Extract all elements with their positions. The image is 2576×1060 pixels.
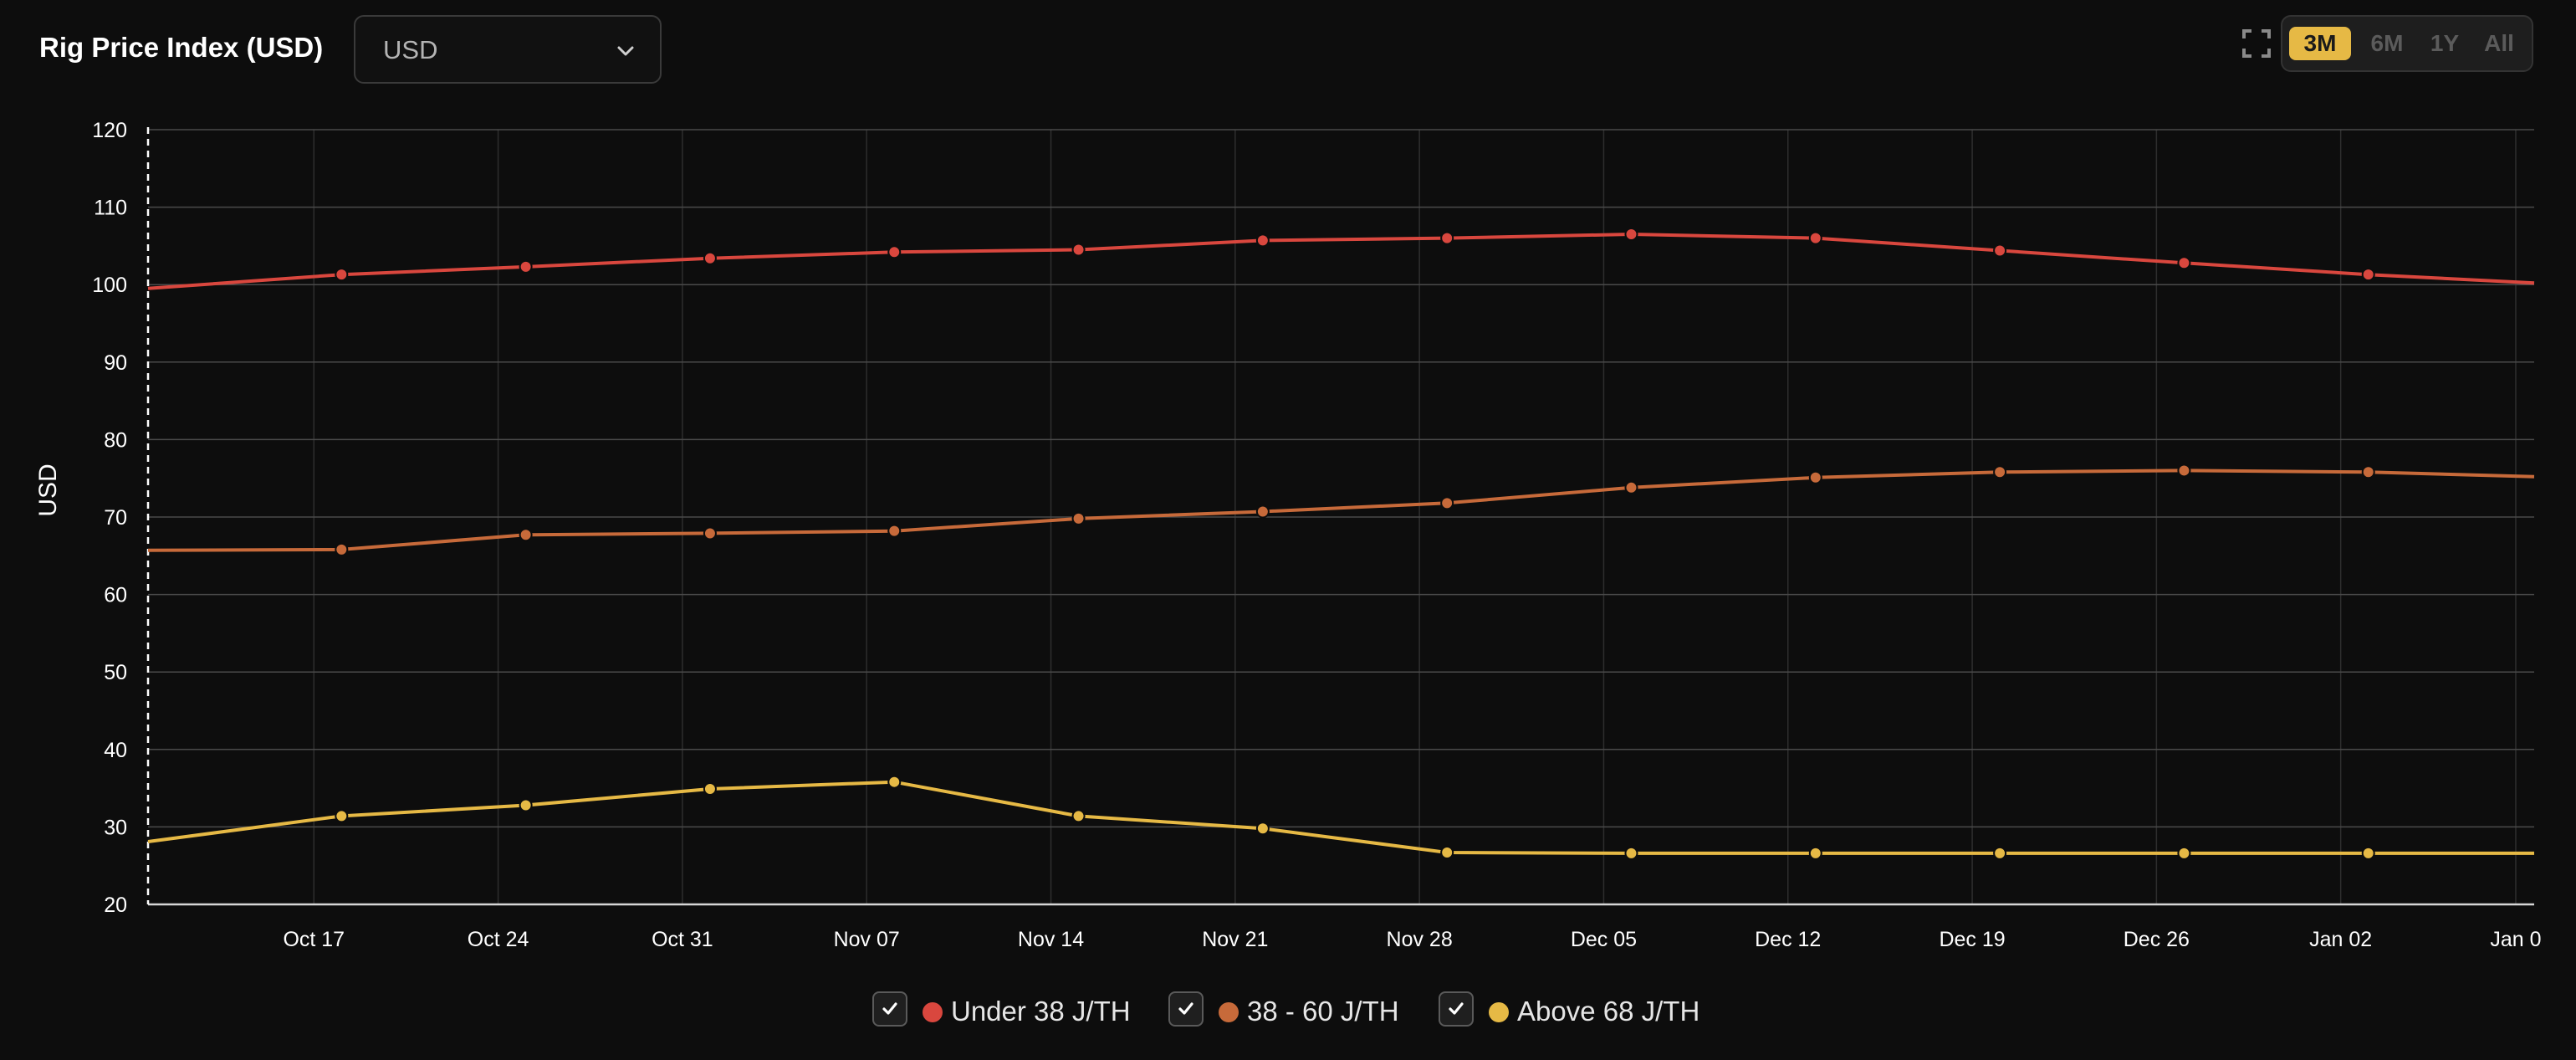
legend-checkbox-38-60[interactable] xyxy=(1168,991,1204,1027)
line-chart: 20 30 40 50 60 70 80 90 100 110 120 Oct 17 Oct 24 Oc… xyxy=(34,119,2542,951)
y-tick-label: 20 xyxy=(104,894,127,917)
data-point-38-60-j-th[interactable] xyxy=(703,526,717,540)
data-point-under-38-j-th[interactable] xyxy=(1808,231,1822,245)
y-tick-label: 100 xyxy=(92,274,127,297)
x-tick-label: Oct 24 xyxy=(468,928,529,951)
legend-item-38-60[interactable]: 38 - 60 J/TH xyxy=(1168,991,1419,1032)
data-point-above-68-j-th[interactable] xyxy=(519,798,533,812)
data-point-under-38-j-th[interactable] xyxy=(1440,231,1454,245)
y-tick-label: 60 xyxy=(104,584,127,607)
data-point-under-38-j-th[interactable] xyxy=(1624,228,1638,242)
data-point-under-38-j-th[interactable] xyxy=(887,245,902,259)
data-point-under-38-j-th[interactable] xyxy=(1071,243,1086,257)
legend-swatch xyxy=(1219,1002,1239,1022)
y-tick-label: 80 xyxy=(104,428,127,452)
legend-swatch xyxy=(1489,1002,1509,1022)
data-point-38-60-j-th[interactable] xyxy=(1440,496,1454,510)
series-line-under-38-j-th xyxy=(147,233,2535,290)
x-tick-label: Nov 21 xyxy=(1202,928,1268,951)
data-point-38-60-j-th[interactable] xyxy=(1255,504,1270,519)
legend-checkbox-under-38[interactable] xyxy=(872,991,907,1027)
data-point-38-60-j-th[interactable] xyxy=(1624,480,1638,494)
range-all-button[interactable]: All xyxy=(2484,30,2514,56)
y-tick-label: 120 xyxy=(92,119,127,142)
y-tick-label: 90 xyxy=(104,351,127,375)
data-point-38-60-j-th[interactable] xyxy=(2177,463,2191,478)
data-point-under-38-j-th[interactable] xyxy=(2361,268,2375,282)
check-icon xyxy=(882,1002,897,1015)
data-point-38-60-j-th[interactable] xyxy=(519,528,533,542)
data-point-above-68-j-th[interactable] xyxy=(1624,846,1638,860)
time-range-toggle: 3M 6M 1Y All xyxy=(2281,15,2533,72)
y-tick-label: 110 xyxy=(94,197,127,220)
x-tick-label: Jan 02 xyxy=(2309,928,2372,951)
data-point-above-68-j-th[interactable] xyxy=(703,782,717,796)
data-point-38-60-j-th[interactable] xyxy=(1071,511,1086,525)
data-point-above-68-j-th[interactable] xyxy=(1993,846,2007,860)
chevron-down-icon xyxy=(617,46,634,56)
legend-item-above-68[interactable]: Above 68 J/TH xyxy=(1439,991,1715,1032)
check-icon xyxy=(1178,1002,1193,1015)
y-tick-label: 50 xyxy=(104,661,127,684)
data-point-38-60-j-th[interactable] xyxy=(887,524,902,538)
data-point-above-68-j-th[interactable] xyxy=(2361,846,2375,860)
data-point-38-60-j-th[interactable] xyxy=(1808,470,1822,484)
x-tick-label: Nov 28 xyxy=(1387,928,1453,951)
legend-label: Under 38 J/TH xyxy=(951,996,1131,1027)
data-point-under-38-j-th[interactable] xyxy=(2177,256,2191,270)
x-tick-label: Dec 26 xyxy=(2124,928,2190,951)
legend-label: 38 - 60 J/TH xyxy=(1247,996,1399,1027)
legend-checkbox-above-68[interactable] xyxy=(1439,991,1474,1027)
y-axis-label: USD xyxy=(34,463,62,516)
data-point-38-60-j-th[interactable] xyxy=(2361,465,2375,479)
range-1y-button[interactable]: 1Y xyxy=(2430,30,2460,56)
data-point-under-38-j-th[interactable] xyxy=(335,268,349,282)
series-line-38-60-j-th xyxy=(147,469,2535,552)
expand-icon[interactable] xyxy=(2241,28,2272,59)
range-3m-button[interactable]: 3M xyxy=(2289,27,2351,60)
currency-select-value: USD xyxy=(383,35,438,64)
data-point-38-60-j-th[interactable] xyxy=(1993,465,2007,479)
data-point-38-60-j-th[interactable] xyxy=(335,542,349,556)
x-tick-label: Dec 19 xyxy=(1939,928,2005,951)
y-tick-label: 40 xyxy=(104,739,127,762)
x-tick-label: Dec 12 xyxy=(1755,928,1821,951)
data-point-above-68-j-th[interactable] xyxy=(1440,845,1454,859)
page-title: Rig Price Index (USD) xyxy=(39,32,324,63)
data-point-above-68-j-th[interactable] xyxy=(1255,822,1270,836)
x-tick-label: Nov 14 xyxy=(1018,928,1084,951)
data-point-under-38-j-th[interactable] xyxy=(519,259,533,274)
x-tick-label: Jan 0 xyxy=(2490,928,2541,951)
series-line-above-68-j-th xyxy=(147,780,2534,855)
range-6m-button[interactable]: 6M xyxy=(2370,30,2404,56)
x-tick-label: Oct 17 xyxy=(283,928,345,951)
currency-select[interactable]: USD xyxy=(354,15,662,84)
legend-label: Above 68 J/TH xyxy=(1517,996,1700,1027)
legend-item-under-38[interactable]: Under 38 J/TH xyxy=(872,991,1140,1032)
data-point-under-38-j-th[interactable] xyxy=(703,251,717,265)
data-point-above-68-j-th[interactable] xyxy=(335,809,349,823)
data-point-under-38-j-th[interactable] xyxy=(1993,243,2007,258)
x-tick-label: Dec 05 xyxy=(1571,928,1637,951)
x-tick-label: Oct 31 xyxy=(652,928,713,951)
check-icon xyxy=(1449,1002,1464,1015)
data-point-under-38-j-th[interactable] xyxy=(1255,233,1270,248)
data-point-above-68-j-th[interactable] xyxy=(887,775,902,789)
data-point-above-68-j-th[interactable] xyxy=(1071,809,1086,823)
x-tick-label: Nov 07 xyxy=(834,928,900,951)
y-tick-label: 30 xyxy=(104,816,127,839)
data-point-above-68-j-th[interactable] xyxy=(1808,846,1822,860)
legend-swatch xyxy=(923,1002,943,1022)
data-point-above-68-j-th[interactable] xyxy=(2177,846,2191,860)
y-tick-label: 70 xyxy=(104,506,127,530)
